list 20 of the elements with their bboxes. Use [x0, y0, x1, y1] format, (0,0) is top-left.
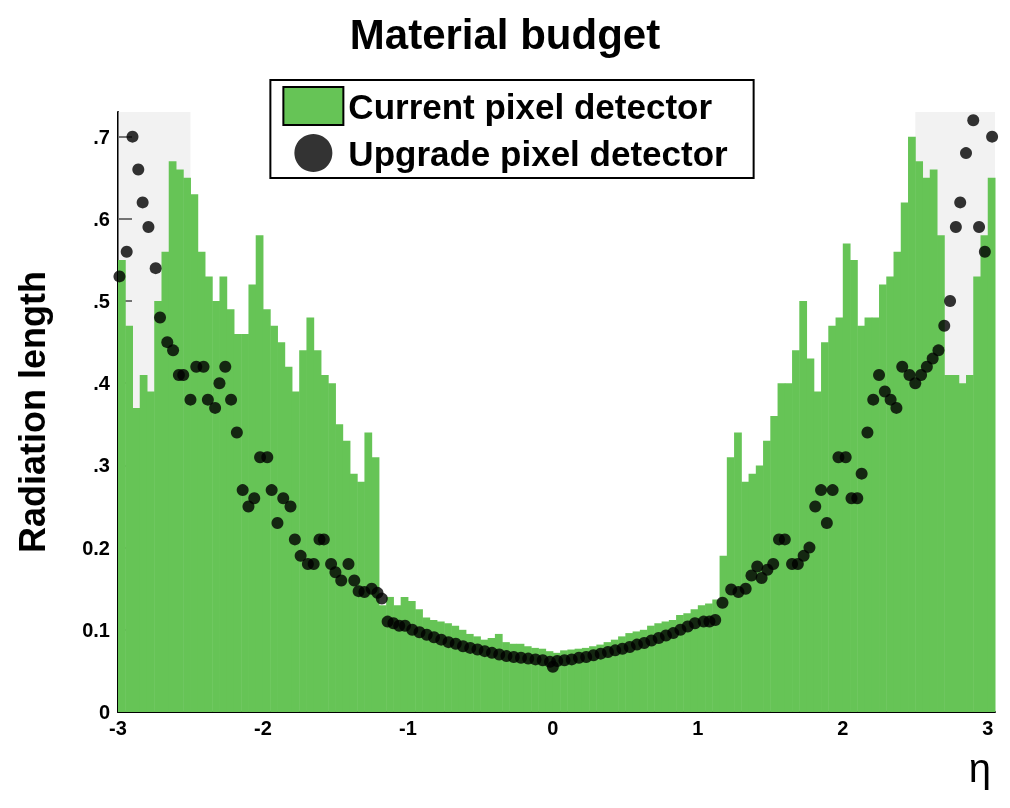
legend-label: Upgrade pixel detector — [348, 133, 729, 173]
x-tick-label: 3 — [982, 717, 994, 739]
x-tick-label: 1 — [692, 717, 704, 739]
y-tick-label: 0.1 — [82, 618, 110, 641]
y-tick-label: .6 — [93, 207, 110, 230]
legend-label: Current pixel detector — [348, 86, 713, 126]
y-tick-label: .7 — [93, 125, 110, 148]
y-tick-label: .3 — [93, 454, 110, 477]
y-tick-label: .5 — [93, 290, 110, 313]
y-tick-label: .4 — [93, 372, 111, 395]
y-tick-label: 0 — [98, 701, 110, 723]
x-tick-label: -1 — [399, 717, 417, 739]
y-tick-label: 0.2 — [82, 536, 110, 559]
x-tick-label: -2 — [254, 717, 272, 739]
x-tick-label: 2 — [837, 717, 849, 739]
x-tick-label: -3 — [109, 717, 127, 739]
x-tick-label: 0 — [547, 717, 559, 739]
chart-title: Material budget — [349, 10, 661, 58]
y-axis-title: Radiation length — [11, 271, 53, 553]
x-axis-title: η — [968, 746, 991, 790]
